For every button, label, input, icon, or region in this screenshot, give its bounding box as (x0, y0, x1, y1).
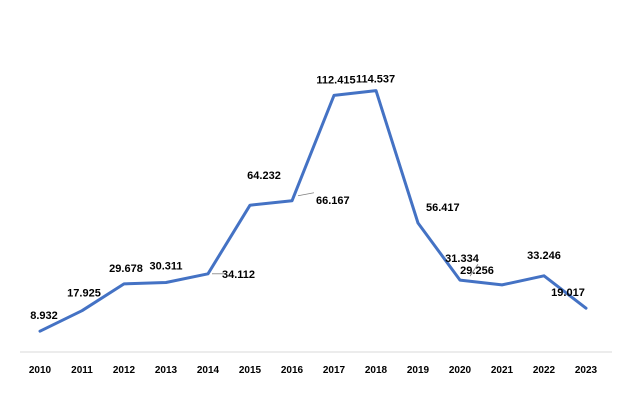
data-label: 64.232 (247, 170, 281, 182)
data-label: 33.246 (527, 250, 561, 262)
x-tick-label: 2015 (239, 365, 262, 376)
x-tick-label: 2022 (533, 365, 556, 376)
x-tick-label: 2012 (113, 365, 136, 376)
x-tick-label: 2010 (29, 365, 52, 376)
x-tick-label: 2011 (71, 365, 93, 376)
x-tick-label: 2016 (281, 365, 304, 376)
data-label: 34.112 (222, 269, 255, 281)
x-tick-label: 2019 (407, 365, 430, 376)
x-tick-label: 2017 (323, 365, 346, 376)
x-tick-label: 2018 (365, 365, 388, 376)
data-label: 31.334 (445, 253, 480, 265)
data-label: 112.415 (316, 74, 355, 86)
data-label: 66.167 (316, 195, 350, 207)
leader-line (469, 263, 479, 277)
x-tick-label: 2020 (449, 365, 472, 376)
x-axis-tick-labels: 2010 2011 2012 2013 2014 2015 2016 2017 2018 2019… (29, 365, 598, 376)
data-label: 29.678 (109, 263, 143, 275)
x-tick-label: 2014 (197, 365, 220, 376)
x-tick-label: 2013 (155, 365, 178, 376)
data-label: 8.932 (30, 310, 58, 322)
data-label: 19.017 (551, 287, 585, 299)
data-label: 29.256 (460, 265, 494, 277)
leader-line (297, 192, 315, 197)
data-label: 30.311 (149, 260, 182, 272)
x-tick-label: 2021 (491, 365, 514, 376)
x-tick-label: 2023 (575, 365, 598, 376)
data-label-leaders (212, 192, 479, 277)
data-label: 56.417 (426, 202, 460, 214)
data-label: 114.537 (356, 74, 395, 86)
series-line (38, 89, 588, 333)
data-labels: 8.932 17.925 29.678 30.311 34.112 64.232 66.16… (30, 74, 585, 323)
data-label: 17.925 (67, 288, 101, 300)
